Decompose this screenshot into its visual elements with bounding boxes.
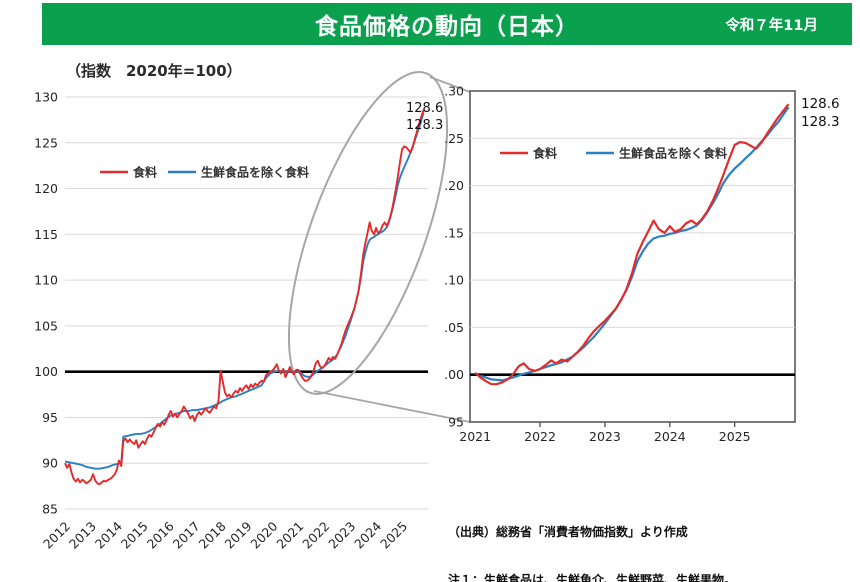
main-x-tick-label: 2019	[222, 518, 255, 551]
inset-y-tick-label: .20	[444, 178, 464, 193]
inset-y-tick-label: .00	[444, 367, 464, 382]
inset-y-tick-label: .10	[444, 273, 464, 288]
date-label: 令和７年11月	[725, 18, 818, 34]
inset-x-tick-label: 2024	[654, 429, 686, 444]
inset-series-food-line	[474, 103, 790, 386]
inset-y-tick-label: .05	[444, 320, 464, 335]
main-x-tick-label: 2015	[118, 519, 151, 552]
main-series-food-line	[64, 109, 425, 486]
inset-y-tick-label: .15	[444, 225, 464, 240]
main-y-tick-label: 95	[42, 410, 58, 425]
main-y-tick-label: 115	[34, 227, 58, 242]
inset-legend-food-label: 食料	[532, 146, 557, 161]
inset-series-exfresh-line	[480, 106, 790, 382]
main-x-tick-label: 2016	[144, 518, 177, 551]
header-bar: 食品価格の動向（日本）	[42, 3, 852, 45]
inset-x-tick-label: 2022	[524, 429, 556, 444]
main-y-tick-label: 85	[42, 502, 58, 517]
main-x-tick-label: 2018	[196, 518, 229, 551]
note-source: （出典）総務省「消費者物価指数」より作成	[448, 525, 688, 539]
main-x-tick-label: 2023	[325, 519, 358, 552]
main-x-tick-label: 2022	[299, 519, 332, 552]
main-legend-food-label: 食料	[132, 165, 157, 180]
index-base-note: （指数 2020年=100）	[66, 62, 242, 80]
main-y-tick-label: 130	[34, 90, 58, 105]
main-y-tick-label: 100	[34, 364, 58, 379]
zoom-ellipse	[287, 71, 449, 395]
inset-x-tick-label: 2021	[459, 429, 491, 444]
inset-end-label-food: 128.6	[801, 96, 840, 112]
inset-x-tick-label: 2023	[589, 429, 621, 444]
main-x-tick-label: 2014	[92, 518, 125, 551]
inset-end-label-exfresh: 128.3	[801, 114, 840, 130]
main-x-tick-label: 2012	[40, 519, 73, 552]
inset-y-tick-label: 95	[448, 415, 464, 430]
main-y-tick-label: 90	[42, 456, 58, 471]
inset-y-tick-label: .30	[444, 84, 464, 99]
page-title: 食品価格の動向（日本）	[315, 14, 579, 40]
source-notes: （出典）総務省「消費者物価指数」より作成 注１：生鮮食品は、生鮮魚介、生鮮野菜、…	[448, 492, 776, 582]
inset-frame	[469, 90, 796, 423]
main-legend-exfresh-label: 生鮮食品を除く食料	[201, 165, 309, 180]
callout-line-bottom	[313, 390, 471, 423]
main-x-tick-label: 2024	[351, 518, 384, 551]
inset-legend-exfresh-label: 生鮮食品を除く食料	[619, 146, 727, 161]
main-x-tick-label: 2013	[66, 519, 99, 552]
main-end-label-food: 128.6	[406, 101, 443, 116]
inset-y-tick-label: .25	[444, 131, 464, 146]
main-end-label-exfresh: 128.3	[406, 118, 443, 133]
callout-line-top	[429, 76, 471, 93]
main-x-tick-label: 2025	[377, 519, 410, 552]
main-x-tick-label: 2017	[170, 519, 203, 552]
main-y-tick-label: 105	[34, 318, 58, 333]
main-y-tick-label: 125	[34, 135, 58, 150]
main-x-tick-label: 2020	[247, 518, 280, 551]
inset-x-tick-label: 2025	[719, 429, 751, 444]
main-x-tick-label: 2021	[273, 519, 306, 552]
note-1: 注１：生鮮食品は、生鮮魚介、生鮮野菜、生鮮果物。	[448, 573, 737, 582]
main-y-tick-label: 110	[34, 273, 58, 288]
main-y-tick-label: 120	[34, 181, 58, 196]
